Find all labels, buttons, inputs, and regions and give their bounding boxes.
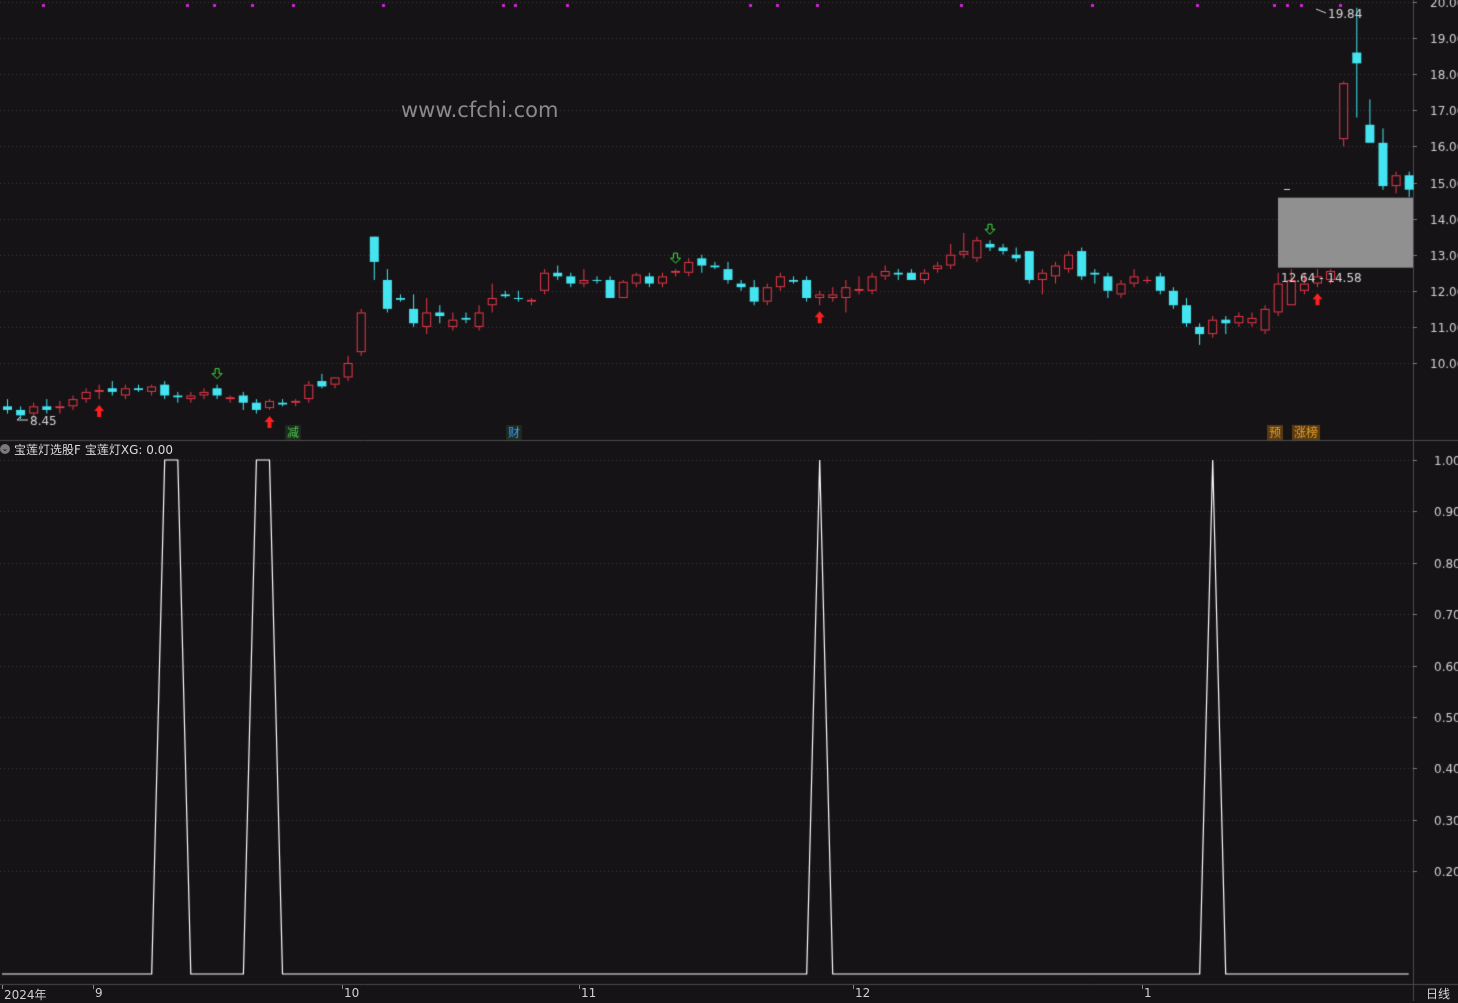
watermark: www.cfchi.com <box>401 98 559 122</box>
x-axis-tick <box>853 985 854 989</box>
x-axis-tick <box>342 985 343 989</box>
x-axis-label: 2024年 <box>4 988 47 1002</box>
x-axis-tick <box>1142 985 1143 989</box>
x-axis-label: 11 <box>581 986 597 1000</box>
indicator-series-label: 宝莲灯XG: 0.00 <box>84 442 174 457</box>
indicator-title-bar: ⌄ 宝莲灯选股F 宝莲灯XG: 0.00 <box>0 441 173 457</box>
period-selector[interactable]: 日线 <box>1426 987 1451 1001</box>
x-axis-label: 9 <box>95 986 103 1000</box>
x-axis-label: 1 <box>1144 986 1152 1000</box>
indicator-name: 宝莲灯选股F <box>14 442 81 457</box>
chevron-down-icon[interactable]: ⌄ <box>0 444 10 454</box>
x-axis-tick <box>579 985 580 989</box>
x-axis-label: 12 <box>855 986 871 1000</box>
x-axis-label: 10 <box>344 986 360 1000</box>
x-axis-tick <box>93 985 94 989</box>
x-axis-tick <box>2 985 3 989</box>
